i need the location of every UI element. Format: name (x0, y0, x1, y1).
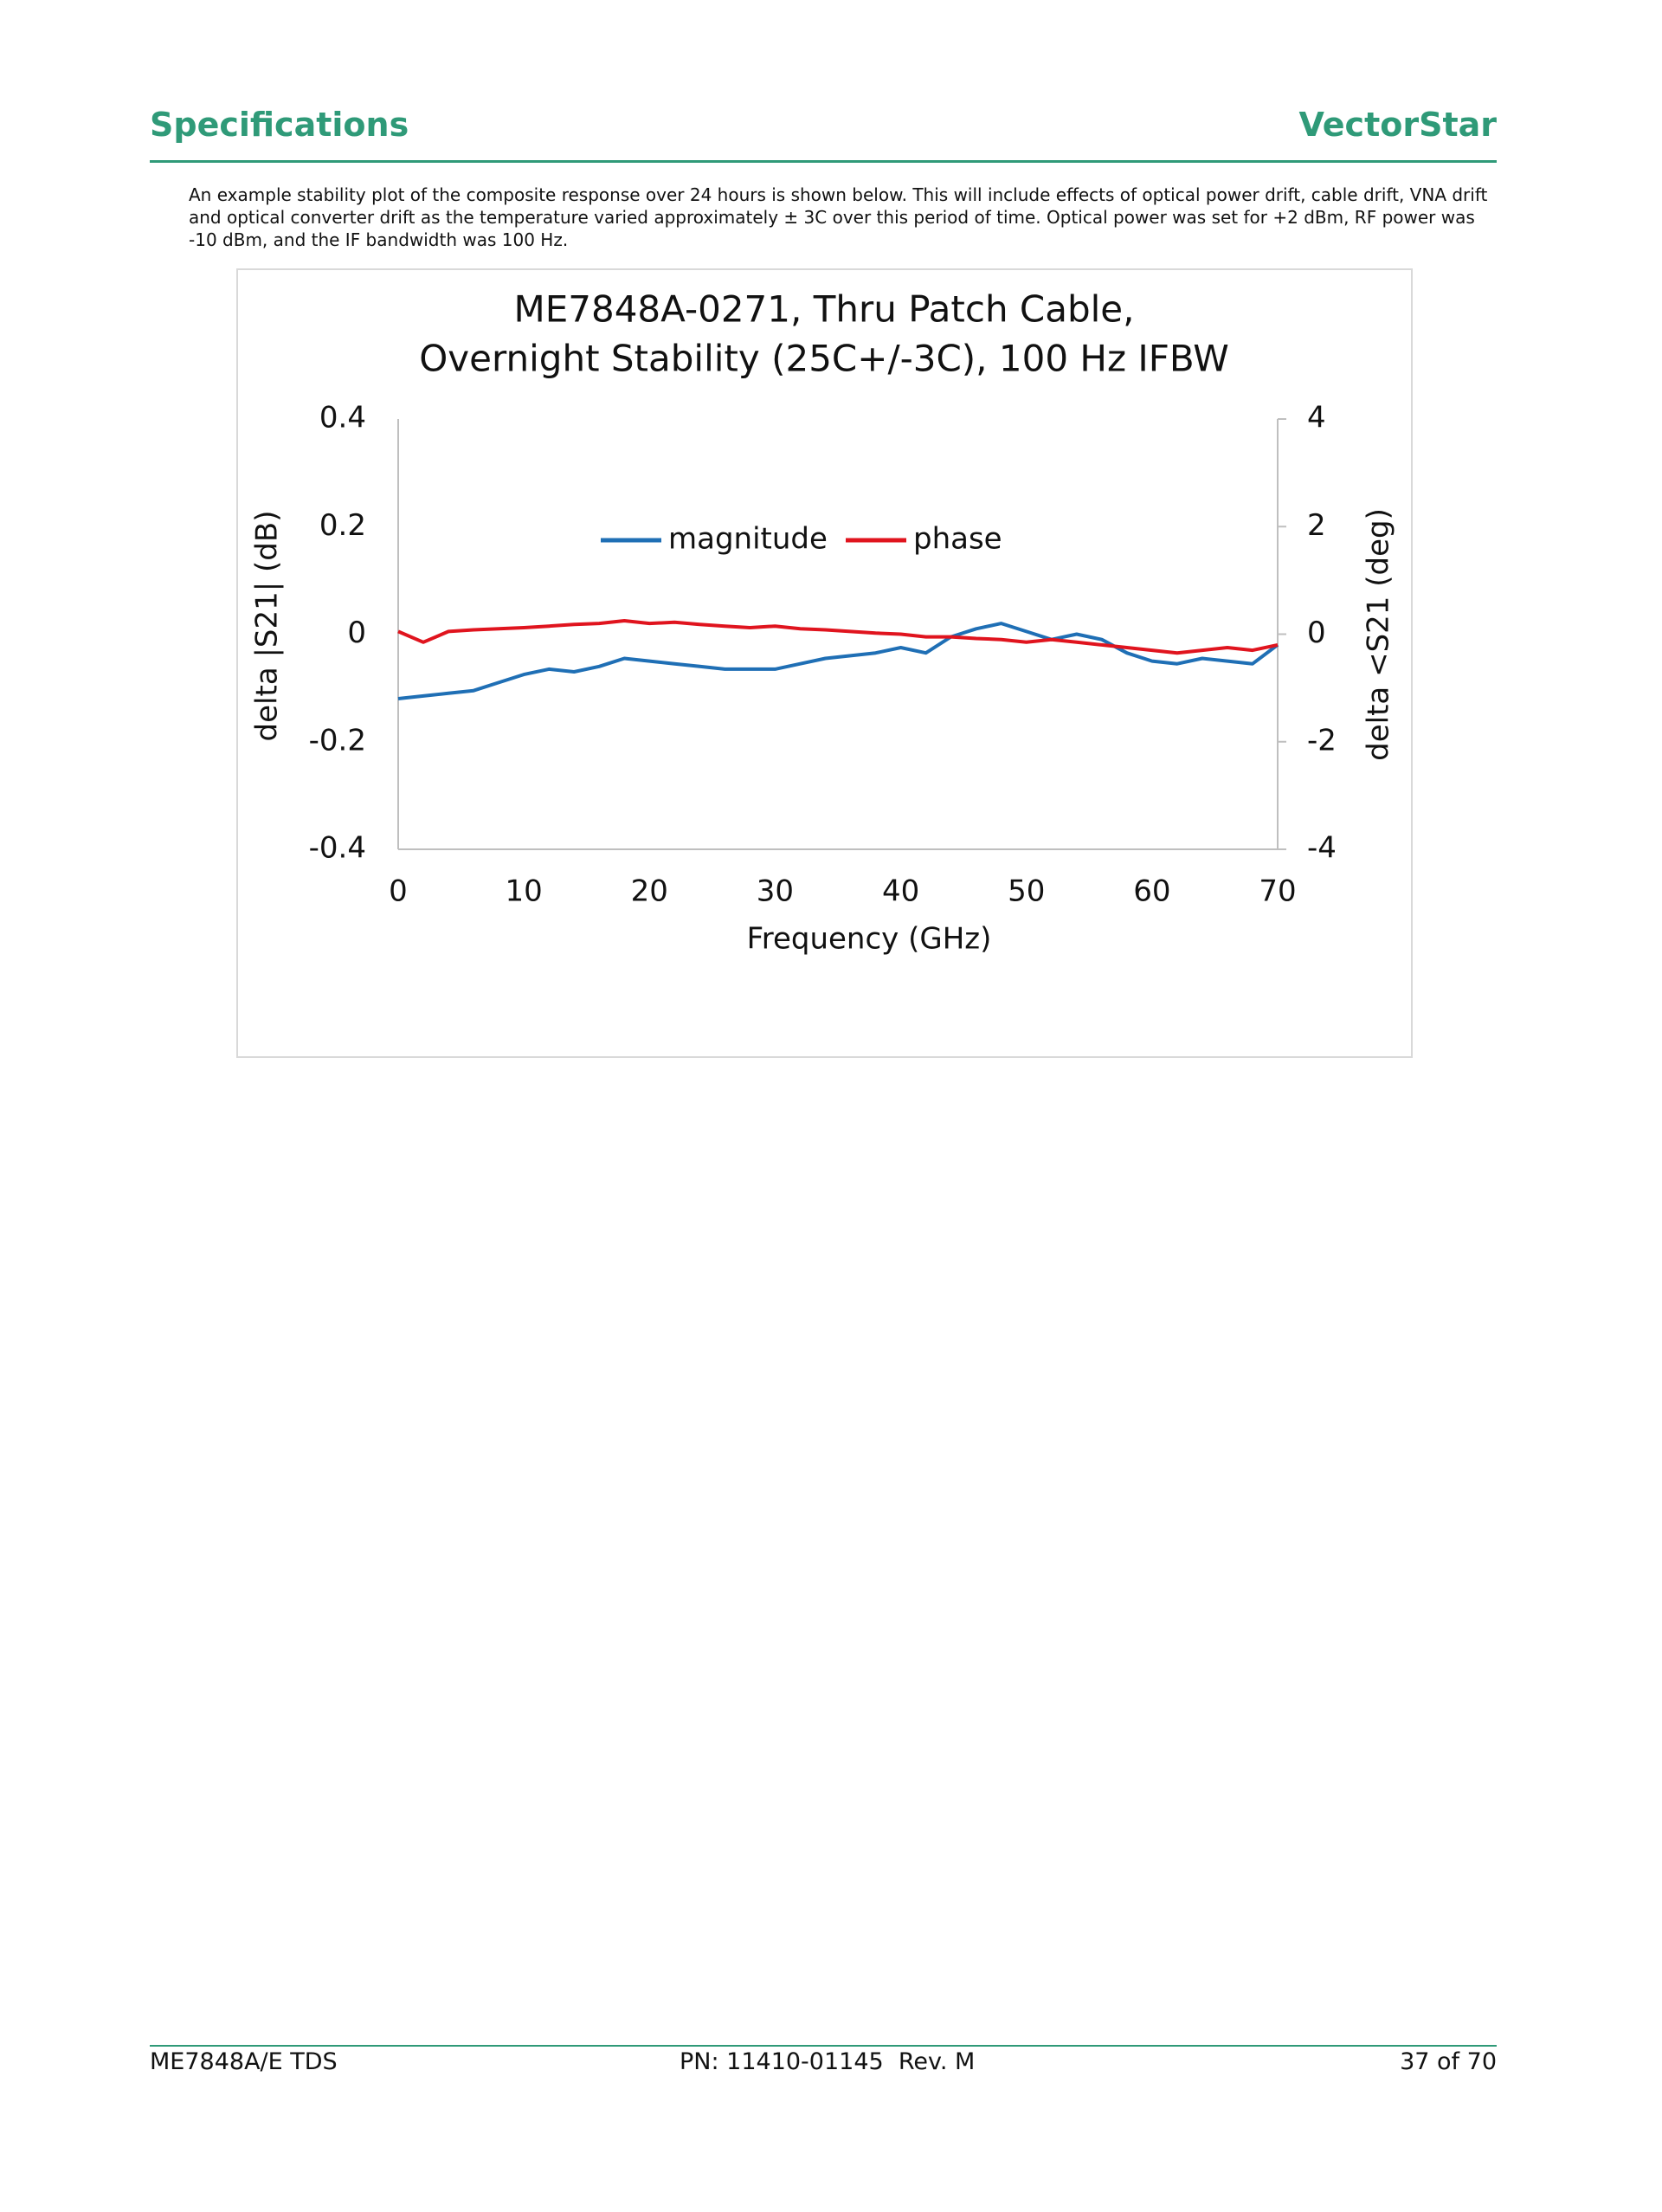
header-title: Specifications (150, 106, 409, 144)
paragraph-line: -10 dBm, and the IF bandwidth was 100 Hz… (189, 229, 569, 250)
header-rule (150, 160, 1497, 163)
x-tick-label: 50 (1008, 874, 1045, 909)
y-tick-label: 0 (347, 616, 366, 650)
x-tick-label: 40 (882, 874, 919, 909)
y2-tick-label: 2 (1307, 508, 1326, 543)
data-line (397, 622, 1279, 700)
footer-center: PN: 11410-01145 Rev. M (680, 2048, 976, 2075)
y2-tick-label: 4 (1307, 401, 1326, 435)
y-tick-label: 0.4 (319, 401, 366, 435)
footer-right: 37 of 70 (1400, 2048, 1497, 2075)
y-axis-title: delta |S21| (dB) (250, 511, 285, 742)
paragraph-line: An example stability plot of the composi… (189, 184, 1488, 205)
y2-tick-label: 0 (1307, 616, 1326, 650)
header-product: VectorStar (1298, 106, 1497, 144)
paragraph-line: and optical converter drift as the tempe… (189, 207, 1475, 228)
chart-title: ME7848A-0271, Thru Patch Cable, (513, 288, 1134, 331)
x-tick-label: 10 (506, 874, 543, 909)
y2-tick-label: -4 (1307, 831, 1337, 866)
y-tick-label: -0.2 (309, 723, 366, 758)
x-axis-title: Frequency (GHz) (747, 922, 992, 957)
footer-rule (150, 2045, 1497, 2047)
x-tick-label: 60 (1133, 874, 1170, 909)
chart-frame (236, 268, 1413, 1058)
chart-title: Overnight Stability (25C+/-3C), 100 Hz I… (419, 338, 1229, 380)
x-tick-label: 70 (1259, 874, 1296, 909)
y-tick-label: 0.2 (319, 508, 366, 543)
y2-tick-label: -2 (1307, 723, 1337, 758)
legend-label: magnitude (668, 522, 828, 557)
footer-left: ME7848A/E TDS (150, 2048, 338, 2075)
data-line (397, 619, 1279, 655)
x-tick-label: 0 (389, 874, 408, 909)
x-tick-label: 20 (631, 874, 668, 909)
paragraph: An example stability plot of the composi… (189, 184, 1487, 251)
y2-axis-title: delta <S21 (deg) (1362, 508, 1396, 761)
x-tick-label: 30 (757, 874, 794, 909)
y-tick-label: -0.4 (309, 831, 366, 866)
legend-label: phase (913, 522, 1002, 557)
